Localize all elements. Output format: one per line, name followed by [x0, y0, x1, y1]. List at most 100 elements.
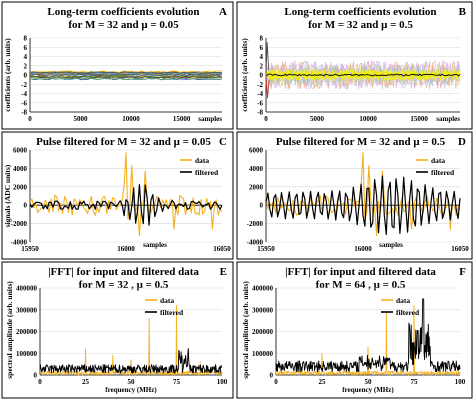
filtered-series-line	[29, 184, 223, 226]
filtered-series-line	[265, 175, 461, 236]
y-tick-label: 400000	[252, 285, 274, 293]
y-tick-label: 0	[260, 202, 264, 210]
panel-title: for M = 64 , μ = 0.5	[316, 279, 406, 291]
legend-label-data: data	[431, 156, 445, 165]
y-tick-label: -8	[257, 109, 263, 117]
panel-title: |FFT| for input and filtered data	[285, 266, 436, 278]
coefficient-trace	[29, 77, 223, 80]
legend-label-filtered: filtered	[396, 308, 420, 317]
coefficient-trace-main	[265, 73, 461, 77]
y-tick-label: -8	[21, 109, 27, 117]
panel-title: Long-term coefficients evolution	[47, 6, 199, 18]
panel-letter: B	[459, 6, 467, 18]
coefficient-trace	[29, 71, 223, 74]
y-tick-label: -6	[21, 99, 27, 107]
y-tick-label: 2000	[249, 183, 264, 191]
y-tick-label: 100000	[252, 350, 274, 358]
x-tick-label: 100	[217, 378, 228, 386]
panel-title: for M = 32 and μ = 0.5	[308, 19, 413, 31]
x-tick-label: 0	[38, 378, 42, 386]
y-tick-label: 2000	[13, 183, 28, 191]
y-tick-label: 0	[24, 202, 28, 210]
coefficient-trace	[29, 73, 222, 77]
y-tick-label: -6	[257, 99, 263, 107]
y-tick-label: 6	[24, 44, 28, 52]
x-tick-label: 50	[365, 378, 373, 386]
x-tick-label: 5000	[74, 115, 89, 123]
panel-letter: E	[220, 266, 227, 278]
panel-title: Pulse filtered for M = 32 and μ = 0.5	[276, 136, 446, 148]
y-tick-label: 4	[24, 53, 28, 61]
y-tick-label: -2000	[11, 220, 28, 228]
panel-frame-b	[236, 1, 473, 130]
y-axis-label: signals (ADC units)	[3, 164, 12, 227]
y-tick-label: 200000	[252, 328, 274, 336]
x-axis-label: samples	[436, 115, 460, 123]
x-tick-label: 16050	[213, 245, 231, 253]
x-tick-label: 15000	[173, 115, 191, 123]
data-series-line	[39, 304, 223, 376]
panel-frame-d	[236, 131, 473, 260]
y-tick-label: 6	[260, 44, 264, 52]
y-axis-label: spectral amplitude (arb. units)	[241, 281, 250, 379]
x-tick-label: 0	[264, 115, 268, 123]
coefficient-transient	[265, 42, 270, 76]
y-tick-label: 6000	[13, 147, 28, 155]
x-tick-label: 15950	[257, 245, 275, 253]
legend-label-data: data	[195, 156, 209, 165]
x-tick-label: 75	[173, 378, 181, 386]
y-tick-label: -2000	[247, 220, 264, 228]
data-series-line	[29, 152, 223, 237]
panel-title: |FFT| for input and filtered data	[48, 266, 199, 278]
legend-label-filtered: filtered	[160, 308, 184, 317]
panel-letter: C	[219, 136, 227, 148]
legend-label-filtered: filtered	[195, 168, 219, 177]
x-tick-label: 10000	[359, 115, 377, 123]
y-tick-label: 200000	[16, 328, 38, 336]
x-tick-label: 100	[455, 378, 466, 386]
coefficient-trace	[29, 70, 223, 73]
x-axis-label: samples	[379, 241, 403, 249]
y-tick-label: 4000	[249, 165, 264, 173]
panel-title: Long-term coefficients evolution	[284, 6, 436, 18]
x-axis-label: samples	[198, 115, 222, 123]
y-tick-label: 2	[260, 62, 264, 70]
y-tick-label: 0	[24, 72, 28, 80]
y-tick-label: -4000	[11, 239, 28, 247]
legend-label-data: data	[160, 296, 174, 305]
x-axis-label: samples	[143, 241, 167, 249]
x-tick-label: 16000	[354, 245, 372, 253]
filtered-series-line	[275, 298, 461, 373]
y-tick-label: 8	[24, 35, 28, 43]
x-tick-label: 25	[319, 378, 327, 386]
panel-frame-a	[1, 1, 234, 130]
y-tick-label: 300000	[16, 306, 38, 314]
y-tick-label: 0	[34, 372, 38, 380]
coefficient-trace	[29, 72, 223, 75]
panel-frame-f	[236, 261, 473, 399]
x-tick-label: 50	[128, 378, 136, 386]
panel-title: for M = 32 and μ = 0.05	[68, 19, 179, 31]
panel-letter: F	[459, 266, 466, 278]
legend-label-data: data	[396, 296, 410, 305]
panel-letter: A	[219, 6, 227, 18]
panel-letter: D	[458, 136, 466, 148]
x-axis-label: frequency (MHz)	[342, 386, 394, 394]
y-tick-label: 400000	[16, 285, 38, 293]
panel-frame-e	[1, 261, 234, 399]
x-tick-label: 16000	[117, 245, 135, 253]
x-tick-label: 16050	[451, 245, 469, 253]
coefficient-transient	[265, 74, 270, 99]
legend-label-filtered: filtered	[431, 168, 455, 177]
data-series-line	[265, 152, 461, 237]
panel-frame-c	[1, 131, 234, 260]
y-tick-label: -2	[257, 81, 263, 89]
y-axis-label: coefficients (arb. units)	[240, 38, 249, 112]
x-tick-label: 15000	[410, 115, 428, 123]
y-tick-label: 0	[260, 72, 264, 80]
panel-title: Pulse filtered for M = 32 and μ = 0.05	[36, 136, 211, 148]
panel-title: for M = 32 , μ = 0.5	[79, 279, 169, 291]
y-tick-label: 8	[260, 35, 264, 43]
